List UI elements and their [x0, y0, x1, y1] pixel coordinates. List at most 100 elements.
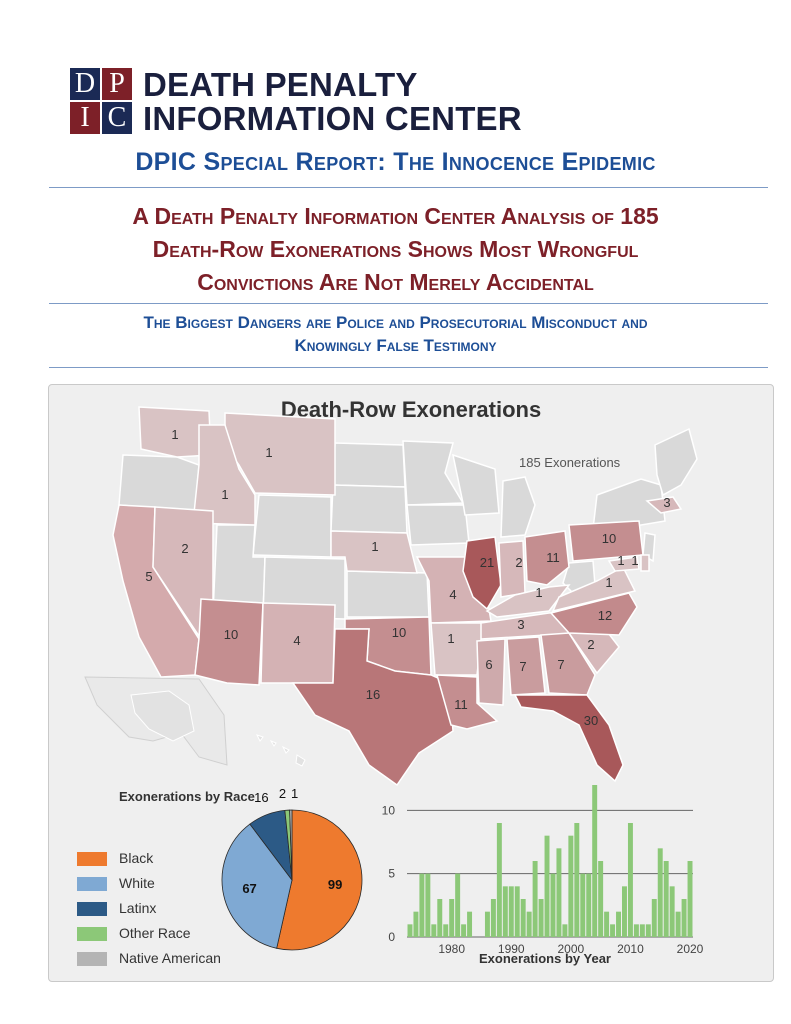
state-MD [607, 556, 640, 572]
state-value-label: 10 [224, 627, 238, 642]
year-bar [586, 873, 592, 937]
year-bar [484, 911, 490, 937]
state-GA [540, 632, 596, 696]
state-WA [138, 406, 212, 458]
legend-swatch [77, 952, 107, 966]
year-bar [622, 886, 627, 937]
state-value-label: 1 [631, 553, 638, 568]
legend-label: Latinx [119, 900, 157, 916]
race-pie-chart [221, 809, 363, 951]
state-value-label: 1 [535, 585, 542, 600]
state-AZ [194, 598, 264, 686]
year-bar [669, 886, 675, 937]
state-TX [291, 628, 454, 787]
pie-value-label: 99 [328, 877, 342, 892]
bar-x-ticks: 1980 1990 2000 2010 2020 [438, 942, 703, 956]
year-bar [681, 899, 687, 937]
x-tick-label: 1980 [438, 942, 465, 956]
year-bar [574, 823, 580, 937]
state-AL [506, 636, 546, 696]
year-bar-chart [407, 785, 693, 937]
state-value-label: 2 [181, 541, 188, 556]
pie-value-label: 2 [279, 786, 286, 801]
state-NE-region [654, 427, 698, 497]
state-WY [252, 494, 332, 558]
state-value-label: 21 [480, 555, 494, 570]
org-name-line1: DEATH PENALTY [143, 66, 418, 103]
year-bar [538, 899, 544, 937]
year-bar [449, 899, 455, 937]
headline-line: Convictions Are Not Merely Accidental [197, 269, 594, 295]
year-bar [645, 924, 651, 937]
state-NJ [642, 532, 656, 563]
year-bar [687, 861, 693, 937]
y-tick-label: 5 [388, 867, 395, 881]
year-bar [437, 899, 443, 937]
bar-x-axis-label: Exonerations by Year [479, 951, 611, 966]
x-tick-label: 1990 [498, 942, 525, 956]
year-bar [532, 861, 538, 937]
divider-rule [49, 187, 768, 188]
state-WI [451, 453, 500, 516]
pie-slice-white [221, 823, 293, 949]
state-value-label: 1 [265, 445, 272, 460]
y-tick-label: 0 [388, 930, 395, 944]
state-value-label: 7 [519, 659, 526, 674]
year-bar [568, 835, 574, 937]
state-value-label: 4 [293, 633, 300, 648]
state-value-label: 10 [392, 625, 406, 640]
headline-line: Death-Row Exonerations Shows Most Wrongf… [152, 236, 639, 262]
year-bar [520, 899, 526, 937]
state-value-label: 1 [617, 553, 624, 568]
legend-swatch [77, 902, 107, 916]
state-FL [513, 694, 624, 783]
year-bar [604, 911, 610, 937]
alaska-shape [130, 690, 195, 742]
state-NE [330, 530, 418, 574]
state-value-label: 30 [584, 713, 598, 728]
year-bar [592, 785, 598, 937]
state-ND [332, 442, 406, 488]
year-bar [455, 873, 461, 937]
year-bar [616, 911, 621, 937]
year-bar [443, 924, 449, 937]
logo-letter-c: C [102, 102, 132, 134]
state-value-label: 3 [517, 617, 524, 632]
year-bar [580, 873, 586, 937]
year-bar [544, 835, 550, 937]
infographic-panel: Death-Row Exonerations [48, 384, 774, 982]
y-tick-label: 10 [382, 803, 396, 817]
subhead: The Biggest Dangers are Police and Prose… [0, 311, 791, 357]
state-LA [435, 674, 499, 730]
year-bar [550, 873, 556, 937]
state-value-label: 2 [587, 637, 594, 652]
subhead-line: Knowingly False Testimony [294, 336, 497, 355]
logo-letter-p: P [102, 68, 132, 100]
pie-value-label: 67 [242, 881, 256, 896]
state-VA [551, 565, 637, 613]
hawaii-shape [256, 734, 306, 767]
year-bar [651, 899, 657, 937]
year-bar [502, 886, 508, 937]
logo-letter-d: D [70, 68, 100, 100]
bar-y-ticks: 0 5 10 [382, 803, 396, 944]
map-annotation: 185 Exonerations [519, 455, 621, 470]
x-tick-label: 2020 [677, 942, 704, 956]
headline-line: A Death Penalty Information Center Analy… [132, 203, 659, 229]
year-bar [425, 873, 431, 937]
state-ID [192, 424, 256, 526]
divider-rule [49, 303, 768, 304]
state-value-label: 12 [598, 608, 612, 623]
state-value-label: 1 [447, 631, 454, 646]
state-value-label: 6 [485, 657, 492, 672]
year-bar [610, 924, 616, 937]
state-value-label: 5 [145, 569, 152, 584]
legend-label: Other Race [119, 925, 191, 941]
year-bar [490, 899, 496, 937]
report-title: DPIC Special Report: The Innocence Epide… [135, 148, 656, 176]
state-AR [430, 622, 484, 676]
legend-label: Black [119, 850, 154, 866]
legend-label: Native American [119, 950, 221, 966]
